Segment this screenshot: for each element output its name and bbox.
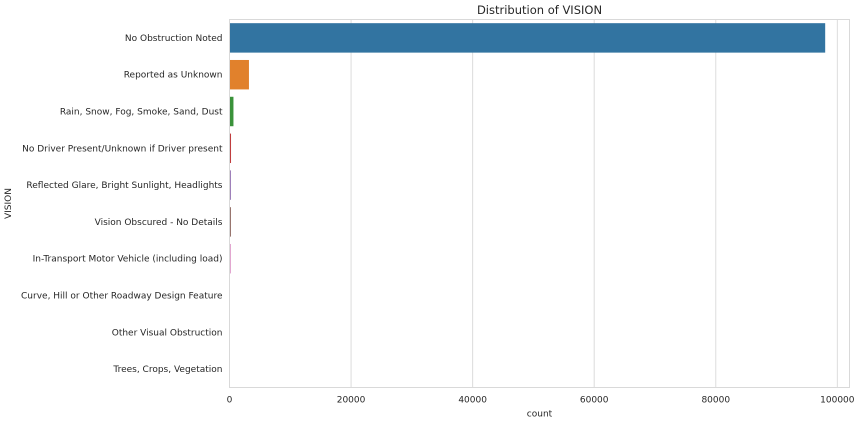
y-tick-label: No Driver Present/Unknown if Driver pres… (22, 144, 223, 154)
x-tick-label: 100000 (820, 396, 855, 406)
y-tick-label: No Obstruction Noted (125, 34, 223, 44)
y-tick-labels: No Obstruction Noted Reported as Unknown R… (21, 34, 223, 375)
x-tick-label: 20000 (337, 396, 366, 406)
y-tick-label: Curve, Hill or Other Roadway Design Feat… (21, 292, 223, 302)
chart-title: Distribution of VISION (477, 3, 602, 17)
y-tick-label: Rain, Snow, Fog, Smoke, Sand, Dust (60, 108, 223, 118)
y-tick-label: Reflected Glare, Bright Sunlight, Headli… (26, 181, 222, 191)
bar (230, 23, 826, 52)
y-tick-label: Vision Obscured - No Details (95, 218, 223, 228)
bar (230, 60, 249, 89)
x-axis-label: count (527, 410, 553, 420)
y-tick-label: Trees, Crops, Vegetation (112, 365, 222, 375)
x-tick-labels: 0 20000 40000 60000 80000 100000 (227, 396, 855, 406)
bar (230, 97, 234, 126)
plot-frame (230, 20, 850, 388)
y-tick-label: Other Visual Obstruction (112, 328, 223, 338)
y-axis-label: VISION (4, 188, 14, 219)
grid-lines (230, 20, 838, 388)
bars (230, 23, 826, 384)
x-tick-label: 40000 (458, 396, 487, 406)
x-tick-label: 0 (227, 396, 233, 406)
y-tick-label: Reported as Unknown (124, 71, 223, 81)
x-tick-label: 60000 (580, 396, 609, 406)
y-tick-label: In-Transport Motor Vehicle (including lo… (33, 255, 223, 265)
x-tick-label: 80000 (701, 396, 730, 406)
